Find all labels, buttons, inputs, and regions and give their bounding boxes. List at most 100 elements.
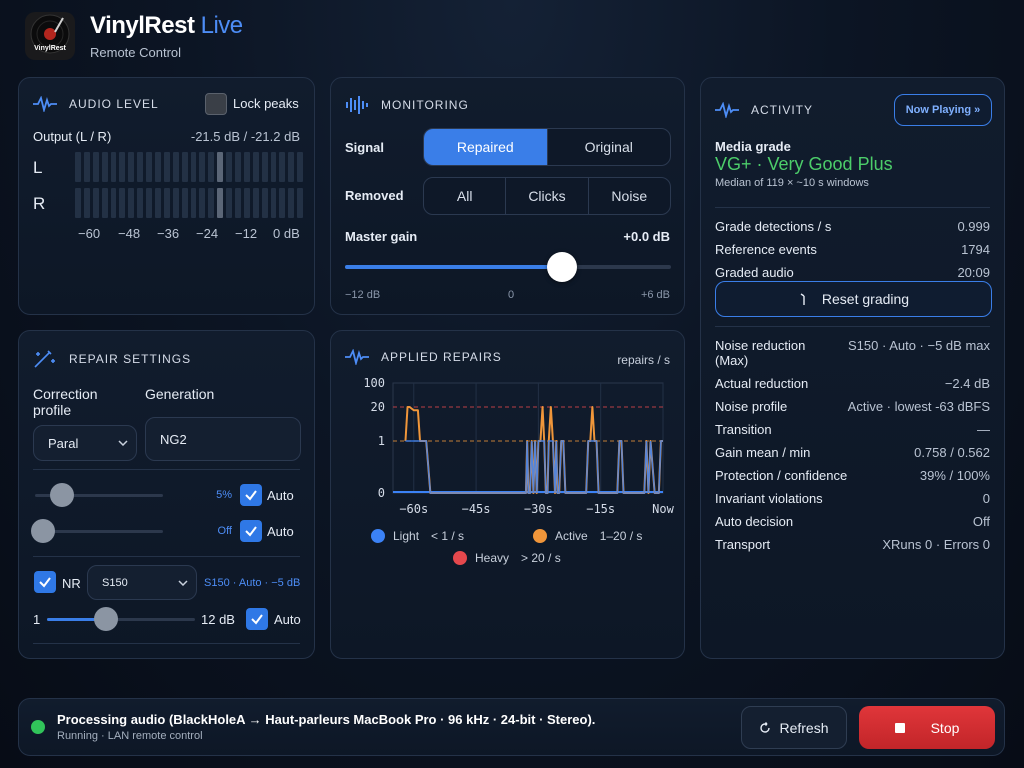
meter-segment	[75, 188, 81, 218]
stat-row: Transition —	[715, 422, 990, 437]
meter-segment	[199, 152, 206, 182]
meter-segment	[288, 152, 295, 182]
refresh-label: Refresh	[779, 719, 829, 736]
stat-row: Noise profile Active · lowest -63 dBFS	[715, 399, 990, 414]
meter-segment	[261, 152, 268, 182]
status-subtext: Running · LAN remote control	[57, 730, 203, 742]
y-tick-label: 0	[378, 486, 385, 500]
channel-r-label: R	[33, 194, 46, 213]
nr-slider-track[interactable]	[47, 618, 195, 621]
stop-icon	[894, 722, 905, 733]
reset-grading-label: Reset grading	[821, 291, 910, 307]
correction-profile-value: Paral	[48, 435, 79, 451]
legend-light-name: Light	[393, 529, 420, 543]
slider-1-value: 5%	[216, 489, 232, 501]
legend-heavy-name: Heavy	[475, 551, 510, 565]
reset-grading-button[interactable]: Reset grading	[715, 281, 992, 317]
slider-1-track[interactable]	[35, 494, 163, 497]
slider-2-track[interactable]	[35, 530, 163, 533]
x-tick-label: −30s	[524, 502, 553, 516]
meter-segment	[155, 188, 161, 218]
equalizer-icon	[346, 96, 368, 114]
reset-icon	[800, 293, 805, 305]
magic-wand-icon	[34, 350, 55, 368]
monitoring-title: MONITORING	[381, 98, 469, 112]
meter-segment	[252, 188, 259, 218]
meter-segment	[146, 188, 153, 218]
refresh-button[interactable]: Refresh	[741, 706, 847, 749]
activity-title: ACTIVITY	[751, 103, 814, 117]
stop-button[interactable]: Stop	[859, 706, 995, 749]
signal-option-repaired[interactable]: Repaired	[424, 129, 548, 165]
media-grade-note: Median of 119 × ~10 s windows	[715, 177, 869, 189]
meter-segment	[279, 152, 286, 182]
nr-checkbox[interactable]	[34, 571, 56, 593]
legend-light-dot	[371, 529, 385, 543]
nr-slider-handle[interactable]	[94, 607, 119, 631]
now-playing-button[interactable]: Now Playing »	[894, 94, 992, 126]
slider-2-auto-checkbox[interactable]	[240, 520, 262, 542]
meter-left	[75, 152, 304, 182]
meter-scale-tick: −24	[196, 226, 219, 241]
correction-profile-label: Correction profile	[33, 386, 98, 418]
repairs-chart: 100 20 1 0 −60s −45s −30s −15s Now	[363, 376, 674, 516]
status-text: Processing audio (BlackHoleA → Haut-parl…	[57, 712, 596, 727]
correction-profile-select[interactable]: Paral	[33, 425, 137, 461]
meter-segment	[75, 152, 81, 182]
signal-option-original[interactable]: Original	[584, 139, 633, 155]
nr-max-label: 12 dB	[201, 612, 235, 627]
nr-label: NR	[62, 576, 81, 591]
slider-1-auto-label: Auto	[267, 488, 294, 503]
slider-1-auto-checkbox[interactable]	[240, 484, 262, 506]
master-gain-slider-handle[interactable]	[547, 252, 578, 282]
noise-reduction-value: S150 · Auto · −5 dB max	[848, 338, 990, 353]
legend-heavy-dot	[453, 551, 467, 565]
meter-segment	[208, 152, 215, 182]
x-tick-label: Now	[652, 502, 674, 516]
nr-select-value: S150	[102, 576, 128, 589]
meter-segment	[235, 188, 241, 218]
slider-2-handle[interactable]	[31, 519, 55, 543]
removed-toggle: All Clicks Noise	[423, 177, 671, 215]
meter-segment	[163, 188, 170, 218]
meter-segment	[226, 152, 233, 182]
lock-peaks-checkbox[interactable]	[205, 93, 227, 115]
channel-l-label: L	[33, 158, 43, 177]
generation-field[interactable]: NG2	[145, 417, 301, 461]
removed-option-all[interactable]: All	[424, 178, 507, 214]
slider-1-handle[interactable]	[50, 483, 75, 507]
meter-segment	[190, 152, 197, 182]
signal-toggle: Repaired Original	[423, 128, 671, 166]
meter-scale-tick: −60	[78, 226, 101, 241]
activity-panel: ACTIVITY Now Playing » Media grade VG+ ·…	[700, 77, 1005, 659]
meter-segment	[270, 188, 277, 218]
meter-right	[75, 188, 304, 218]
meter-segment	[181, 188, 188, 218]
nr-auto-checkbox[interactable]	[246, 608, 268, 630]
meter-segment	[146, 152, 153, 182]
y-tick-label: 100	[363, 376, 385, 390]
legend-heavy-range: > 20 / s	[521, 551, 561, 565]
legend-active-dot	[533, 529, 547, 543]
stat-row: Protection / confidence 39% / 100%	[715, 468, 990, 483]
meter-segment	[190, 188, 197, 218]
nr-select[interactable]: S150	[87, 565, 197, 600]
legend-active-name: Active	[555, 529, 588, 543]
meter-scale-tick: 0 dB	[273, 226, 300, 241]
removed-option-noise[interactable]: Noise	[611, 188, 648, 204]
master-gain-fill	[345, 265, 563, 269]
stat-row: Invariant violations 0	[715, 491, 990, 506]
meter-segment	[243, 152, 250, 182]
meter-segment	[252, 152, 259, 182]
meter-segment	[110, 152, 117, 182]
status-indicator	[31, 720, 45, 734]
meter-segment	[208, 188, 215, 218]
meter-segment	[270, 152, 277, 182]
meter-segment	[217, 152, 224, 182]
y-tick-label: 1	[378, 434, 385, 448]
stat-row: Gain mean / min 0.758 / 0.562	[715, 445, 990, 460]
meter-segment	[261, 188, 268, 218]
removed-option-clicks[interactable]: Clicks	[506, 178, 589, 214]
stat-row: Actual reduction −2.4 dB	[715, 376, 990, 391]
meter-segment	[217, 188, 224, 218]
